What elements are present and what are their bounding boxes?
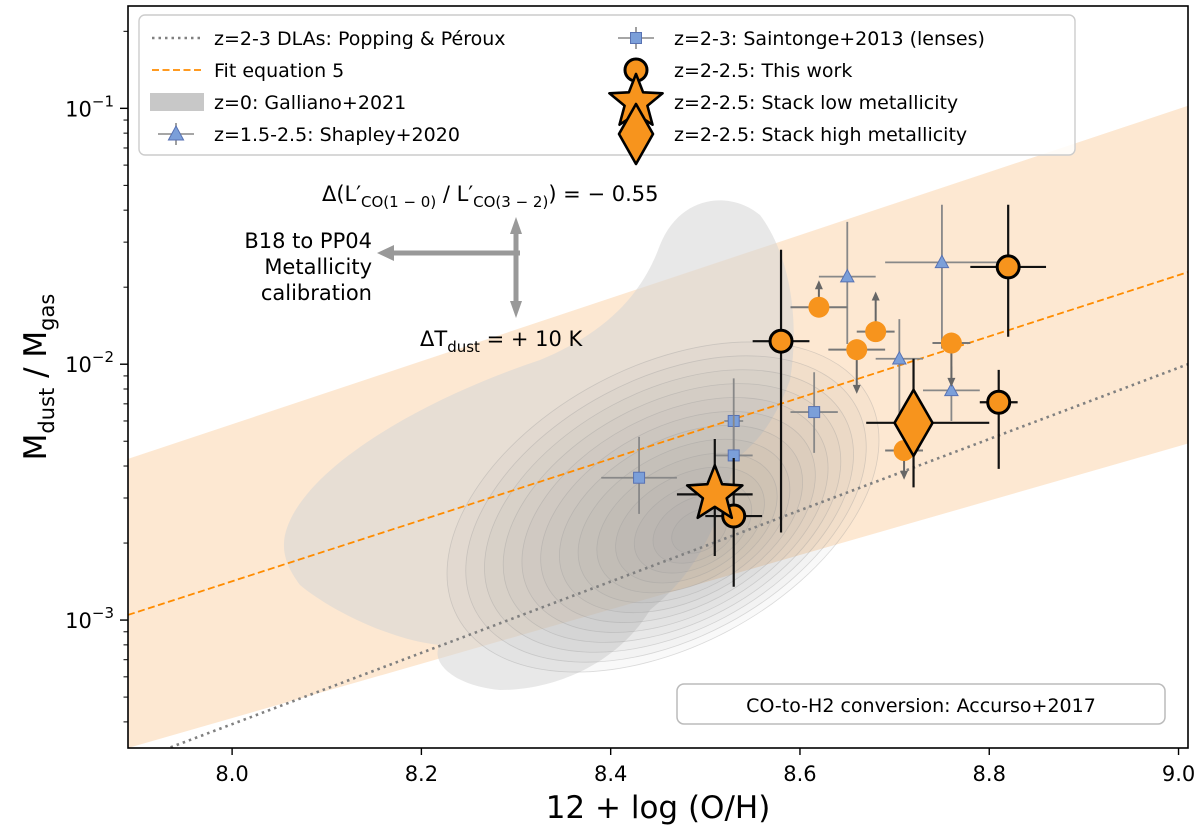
this-work-point bbox=[768, 328, 794, 354]
fit-line bbox=[128, 271, 1188, 616]
this-work-point bbox=[986, 389, 1012, 415]
kde-contour bbox=[484, 369, 854, 653]
limit-arrow-head bbox=[947, 377, 956, 387]
kde-galliano bbox=[283, 200, 880, 690]
legend: z=2-3 DLAs: Popping & Péroux Fit equation… bbox=[138, 14, 1076, 166]
this-work-point bbox=[995, 254, 1021, 280]
y-tick-label: 10−2 bbox=[65, 348, 114, 377]
legend-label: z=1.5-2.5: Shapley+2020 bbox=[214, 124, 460, 146]
legend-item-diamond: z=2-2.5: Stack high metallicity bbox=[617, 102, 967, 166]
x-tick-label: 8.0 bbox=[215, 762, 248, 786]
this-work-point bbox=[865, 321, 887, 343]
calibration-line-2: Metallicity bbox=[264, 255, 372, 279]
tdust-arrow bbox=[510, 217, 522, 318]
legend-item-dashed-line: Fit equation 5 bbox=[152, 60, 344, 82]
saintonge-point bbox=[630, 32, 642, 44]
axes: 8.0 8.2 8.4 8.6 8.8 9.0 10−3 10−2 10−1 bbox=[65, 30, 1195, 786]
kde-contour bbox=[465, 355, 867, 663]
legend-label: z=2-2.5: This work bbox=[674, 60, 852, 82]
x-tick-label: 8.6 bbox=[783, 762, 816, 786]
calibration-line-3: calibration bbox=[261, 281, 372, 305]
y-tick-label: 10−3 bbox=[65, 604, 114, 633]
legend-label: Fit equation 5 bbox=[214, 60, 344, 82]
legend-label: z=2-3: Saintonge+2013 (lenses) bbox=[674, 28, 985, 50]
legend-handle bbox=[150, 93, 204, 111]
limit-arrow-head bbox=[814, 280, 823, 290]
legend-label: z=2-2.5: Stack high metallicity bbox=[674, 124, 967, 146]
legend-frame bbox=[138, 14, 1076, 156]
legend-item-triangle: z=1.5-2.5: Shapley+2020 bbox=[158, 123, 460, 146]
x-tick-label: 8.8 bbox=[973, 762, 1006, 786]
this-work-point bbox=[940, 332, 962, 354]
shapley-point bbox=[839, 268, 855, 283]
series-circle bbox=[705, 204, 1047, 587]
y-axis-label: Mdust / Mgas bbox=[18, 294, 59, 461]
legend-item-dotted-line: z=2-3 DLAs: Popping & Péroux bbox=[152, 28, 506, 50]
legend-label: z=2-3 DLAs: Popping & Péroux bbox=[214, 28, 506, 50]
conversion-note: CO-to-H2 conversion: Accurso+2017 bbox=[676, 683, 1166, 725]
kde-contour bbox=[540, 411, 816, 623]
plot-area bbox=[128, 105, 1188, 748]
this-work-point bbox=[808, 296, 830, 318]
series-triangle bbox=[818, 204, 999, 421]
legend-item-square: z=2-3: Saintonge+2013 (lenses) bbox=[618, 27, 985, 50]
limit-arrow-head bbox=[900, 470, 909, 480]
dla-line bbox=[165, 362, 1188, 748]
x-tick-label: 8.4 bbox=[594, 762, 627, 786]
x-axis-label: 12 + log (O/H) bbox=[546, 790, 771, 826]
plot-frame bbox=[127, 5, 1189, 749]
x-tick-label: 8.2 bbox=[405, 762, 438, 786]
limit-arrow-head bbox=[852, 384, 861, 394]
y-tick-label: 10−1 bbox=[65, 92, 114, 121]
delta-tdust-annotation: ΔTdust = + 10 K bbox=[420, 327, 584, 356]
saintonge-point bbox=[633, 471, 646, 484]
delta-co-annotation: Δ(L′CO(1 − 0) / L′CO(3 − 2)) = − 0.55 bbox=[322, 182, 658, 211]
series-square bbox=[601, 372, 838, 514]
calibration-arrow bbox=[377, 245, 520, 261]
legend-item-kde: z=0: Galliano+2021 bbox=[150, 92, 406, 114]
stack-high-point bbox=[893, 388, 934, 458]
saintonge-point bbox=[808, 406, 821, 419]
kde-outer bbox=[283, 200, 794, 690]
limit-arrow-head bbox=[871, 291, 880, 301]
calibration-line-1: B18 to PP04 bbox=[244, 229, 372, 253]
x-tick-label: 9.0 bbox=[1162, 762, 1195, 786]
kde-contour bbox=[502, 383, 842, 643]
kde-contour bbox=[577, 438, 791, 604]
legend-label: z=2-2.5: Stack low metallicity bbox=[674, 92, 958, 114]
stack-low-point bbox=[685, 463, 744, 520]
this-work-point bbox=[846, 339, 868, 361]
shapley-point bbox=[934, 254, 950, 269]
shapley-point bbox=[943, 382, 959, 397]
legend-label: z=0: Galliano+2021 bbox=[214, 92, 406, 114]
kde-contour bbox=[446, 341, 880, 673]
series-diamond bbox=[866, 358, 990, 488]
shapley-point bbox=[891, 350, 907, 365]
stack-high-point bbox=[617, 102, 655, 166]
series-star bbox=[676, 439, 753, 556]
conversion-note-text: CO-to-H2 conversion: Accurso+2017 bbox=[746, 695, 1096, 717]
shapley-point bbox=[167, 124, 185, 141]
